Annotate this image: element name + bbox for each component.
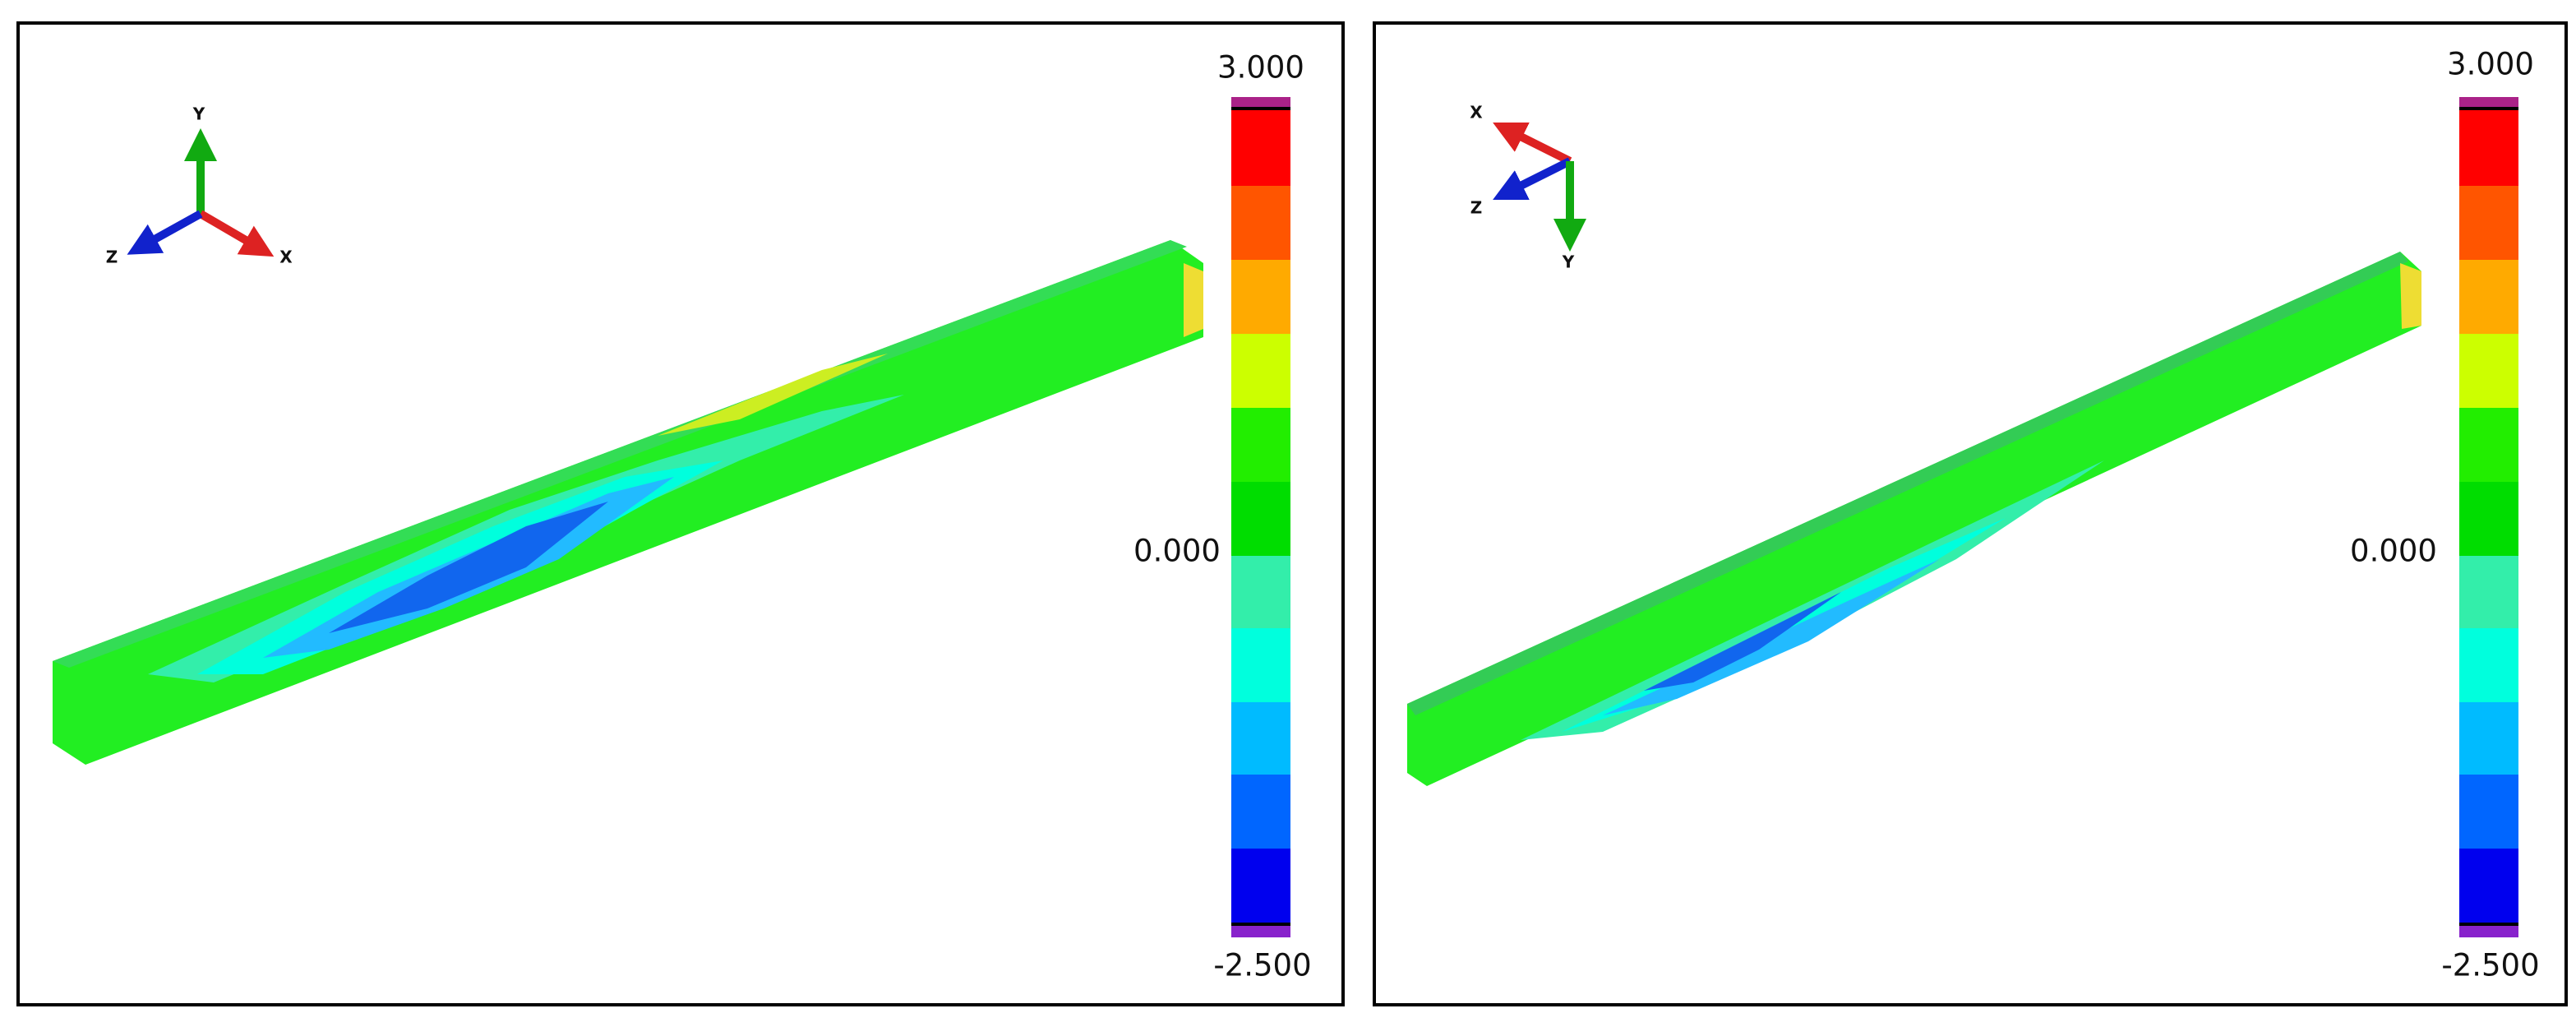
color-band: [2459, 260, 2518, 334]
color-band: [2459, 334, 2518, 408]
color-band: [2459, 408, 2518, 482]
color-band: [2459, 628, 2518, 702]
legend-mid: 0.000: [2350, 534, 2437, 569]
axis-label: X: [279, 247, 293, 267]
color-band: [1231, 97, 1290, 109]
triad: Y X Z: [106, 104, 293, 267]
legend-max: 3.000: [1217, 50, 1304, 86]
axis-label: Y: [192, 104, 205, 124]
legend-min: -2.500: [2441, 948, 2539, 983]
color-band: [1231, 260, 1290, 334]
color-band: [1231, 408, 1290, 482]
beam: [53, 240, 1203, 765]
legend-min: -2.500: [1213, 948, 1311, 983]
beam: [1407, 252, 2421, 786]
color-band: [2459, 109, 2518, 186]
color-band: [1231, 482, 1290, 556]
color-band: [1231, 556, 1290, 628]
axis-label: Z: [1470, 198, 1483, 218]
colorbar: [2459, 97, 2518, 937]
color-band: [1231, 702, 1290, 775]
triad: X Z Y: [1470, 103, 1586, 272]
color-band: [2459, 186, 2518, 260]
color-band: [2459, 702, 2518, 775]
color-band: [1231, 849, 1290, 924]
axis-label: Y: [1562, 252, 1575, 272]
color-band: [2459, 849, 2518, 924]
color-band: [1231, 628, 1290, 702]
color-band: [1231, 924, 1290, 937]
color-band: [2459, 97, 2518, 109]
panel-left: Y X Z 3.000 0.000 -2.500: [16, 21, 1345, 1006]
color-band: [2459, 482, 2518, 556]
color-band: [1231, 186, 1290, 260]
legend-max: 3.000: [2447, 47, 2534, 82]
color-band: [2459, 775, 2518, 849]
color-band: [2459, 924, 2518, 937]
color-band: [1231, 334, 1290, 408]
legend-mid: 0.000: [1133, 534, 1221, 569]
color-band: [1231, 109, 1290, 186]
axis-label: Z: [106, 247, 118, 267]
colorbar: [1231, 97, 1290, 937]
panel-right: X Z Y 3.000 0.000 -2.500: [1373, 21, 2568, 1006]
axis-label: X: [1470, 103, 1483, 123]
color-band: [1231, 775, 1290, 849]
color-band: [2459, 556, 2518, 628]
